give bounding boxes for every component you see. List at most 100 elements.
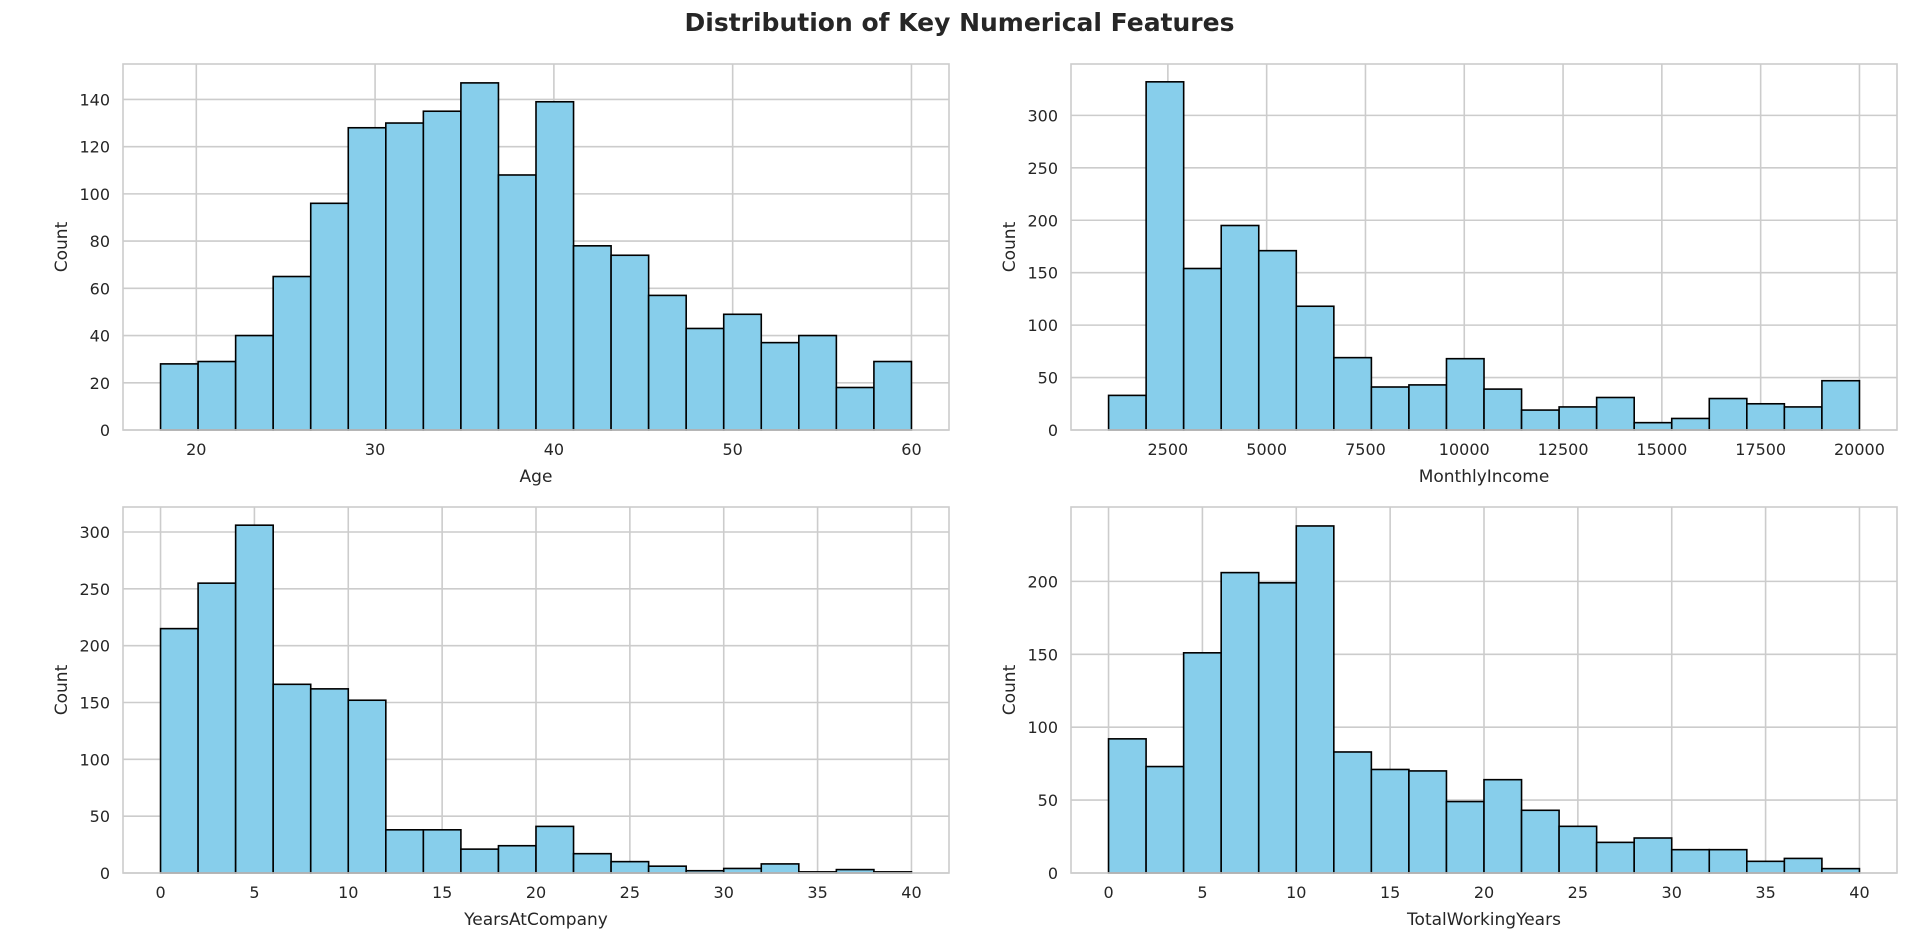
histogram-bar: [1633, 421, 1673, 431]
histogram-bar: [272, 275, 312, 431]
histogram-bar: [535, 825, 575, 874]
x-tick-label: 2500: [1148, 440, 1189, 459]
y-tick-label: 20: [90, 374, 110, 393]
histogram-bar: [835, 386, 875, 431]
histogram-bar: [272, 683, 312, 874]
y-tick-label: 250: [79, 580, 110, 599]
histogram-bar: [1145, 81, 1185, 431]
histogram-bar: [1558, 406, 1598, 431]
histogram-bar: [1257, 249, 1298, 431]
x-axis-label: Age: [520, 467, 553, 487]
y-tick-label: 150: [79, 694, 110, 713]
histogram-bar: [1295, 305, 1335, 431]
histogram-bar: [1408, 770, 1448, 874]
histogram-bar: [647, 294, 687, 431]
axes-frame: [122, 506, 950, 874]
y-tick-labels: 0 50 100 150 200: [1027, 572, 1058, 883]
histogram-bar: [685, 327, 725, 431]
histogram-bar: [760, 863, 800, 874]
x-tick-labels: 0 5 10 15 20 25 30 35 40: [155, 883, 921, 902]
x-tick-label: 20: [1474, 883, 1494, 902]
y-tick-label: 60: [90, 279, 110, 298]
histogram-bar: [873, 360, 913, 431]
histogram-bar: [1783, 857, 1823, 874]
axes-frame: [1070, 63, 1898, 431]
y-tick-label: 80: [90, 232, 110, 251]
y-axis-label: Count: [1000, 664, 1020, 715]
x-tick-label: 30: [714, 883, 734, 902]
x-tick-label: 10: [338, 883, 358, 902]
histogram-bar: [497, 174, 537, 431]
histogram-bar: [385, 829, 425, 874]
histogram-bar: [1746, 860, 1786, 874]
histogram-bar: [1670, 417, 1711, 431]
bars: [1107, 525, 1861, 874]
histogram-bar: [1483, 778, 1523, 874]
histogram-bar: [610, 254, 650, 431]
x-tick-label: 5000: [1246, 440, 1287, 459]
y-axis-label: Count: [52, 221, 72, 272]
histogram-bar: [1821, 379, 1861, 431]
histogram-bar: [1783, 406, 1823, 431]
axes-frame: [1070, 506, 1898, 874]
histogram-bar: [197, 582, 237, 874]
histogram-bar: [798, 334, 838, 431]
y-tick-label: 120: [79, 138, 110, 157]
histogram-bar: [535, 100, 575, 431]
x-tick-label: 20000: [1834, 440, 1885, 459]
histogram-bar: [1107, 738, 1147, 874]
y-tick-label: 200: [1027, 211, 1058, 230]
histogram-bar: [760, 341, 800, 431]
age-histogram: 20 30 40 50 60 0 20 40 60 80 100 120 140 Age Count: [52, 63, 950, 487]
figure-title: Distribution of Key Numerical Features: [684, 8, 1235, 37]
histogram-bar: [1483, 388, 1523, 431]
y-tick-label: 250: [1027, 159, 1058, 178]
histogram-bar: [1595, 841, 1635, 874]
x-tick-label: 10: [1286, 883, 1306, 902]
x-tick-label: 0: [155, 883, 165, 902]
histogram-bar: [1670, 848, 1711, 874]
x-tick-label: 40: [901, 883, 921, 902]
x-tick-label: 35: [807, 883, 827, 902]
histogram-bar: [1182, 652, 1222, 874]
x-axis-label: YearsAtCompany: [463, 910, 608, 930]
years-at-company-histogram: 0 5 10 15 20 25 30 35 40 0 50 100 150 200 250 300 YearsA…: [52, 506, 950, 930]
y-tick-label: 0: [1048, 421, 1058, 440]
bars: [1107, 81, 1861, 431]
y-tick-label: 100: [79, 750, 110, 769]
histogram-bar: [610, 860, 650, 874]
histogram-bar: [422, 110, 462, 431]
y-tick-label: 200: [79, 637, 110, 656]
histogram-bar: [1257, 582, 1298, 874]
x-tick-labels: 0 5 10 15 20 25 30 35 40: [1103, 883, 1869, 902]
histogram-bar: [1595, 396, 1635, 431]
histogram-bar: [385, 122, 425, 431]
x-tick-label: 20: [186, 440, 206, 459]
x-tick-label: 15000: [1636, 440, 1687, 459]
bars: [159, 82, 913, 431]
histogram-bar: [347, 126, 387, 431]
histogram-bar: [1182, 267, 1223, 431]
y-tick-label: 300: [79, 523, 110, 542]
x-tick-label: 0: [1103, 883, 1113, 902]
y-tick-labels: 0 50 100 150 200 250 300: [79, 523, 110, 883]
x-tick-labels: 2500 5000 7500 10000 12500 15000 17500 20000: [1148, 440, 1885, 459]
histogram-bar: [1220, 224, 1260, 431]
x-tick-labels: 20 30 40 50 60: [186, 440, 922, 459]
histogram-bar: [1708, 848, 1748, 874]
histogram-bar: [422, 829, 462, 874]
y-tick-label: 150: [1027, 264, 1058, 283]
x-tick-label: 12500: [1538, 440, 1589, 459]
histogram-bar: [197, 360, 237, 431]
y-axis-label: Count: [1000, 221, 1020, 272]
x-axis-label: TotalWorkingYears: [1406, 910, 1561, 930]
x-tick-label: 10000: [1439, 440, 1490, 459]
y-tick-label: 50: [1038, 791, 1058, 810]
histogram-bar: [722, 313, 763, 431]
histogram-bar: [1333, 751, 1373, 874]
x-tick-label: 50: [722, 440, 742, 459]
histogram-bar: [1107, 394, 1147, 431]
monthly-income-histogram: 2500 5000 7500 10000 12500 15000 17500 20000 0 50…: [1000, 63, 1898, 487]
histogram-bar: [1445, 800, 1485, 874]
